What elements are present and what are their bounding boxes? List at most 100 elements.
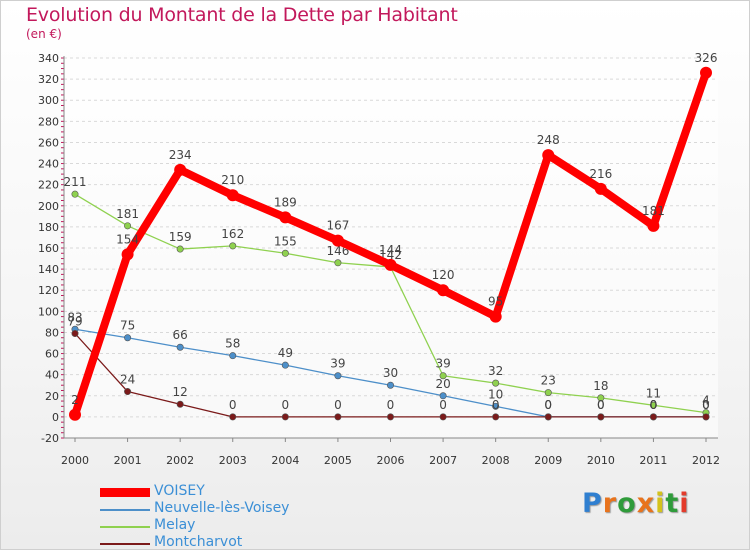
data-label: 66 (173, 328, 188, 342)
data-point (700, 66, 712, 79)
data-label: 75 (120, 319, 135, 333)
data-label: 0 (702, 398, 710, 412)
data-point (174, 163, 187, 176)
data-label: 155 (274, 234, 297, 248)
data-label: 0 (702, 398, 710, 412)
data-label: 83 (67, 310, 82, 324)
data-point (386, 413, 394, 421)
data-point (439, 413, 447, 421)
data-point (71, 190, 79, 198)
legend-label: Neuvelle-lès-Voisey (154, 500, 290, 516)
logo-letter: i (679, 488, 690, 519)
data-label: 30 (383, 366, 398, 380)
data-label: 32 (488, 364, 503, 378)
data-point (647, 219, 660, 232)
data-label: 0 (650, 398, 658, 412)
data-label: 120 (432, 268, 455, 282)
data-label: 181 (116, 207, 139, 221)
data-point (386, 381, 394, 389)
data-point (121, 248, 134, 261)
data-point (649, 401, 657, 409)
data-point (542, 149, 555, 162)
data-label: 189 (274, 195, 297, 209)
x-tick-label: 2001 (114, 454, 142, 467)
data-point (229, 413, 237, 421)
data-point (544, 413, 552, 421)
x-tick-label: 2012 (692, 454, 720, 467)
data-label: 0 (282, 398, 290, 412)
data-point (279, 211, 292, 224)
x-tick-label: 2006 (377, 454, 405, 467)
data-point (437, 284, 450, 297)
data-point (281, 413, 289, 421)
chart-title: Evolution du Montant de la Dette par Hab… (26, 4, 458, 26)
data-point (229, 242, 237, 250)
data-label: 24 (120, 373, 135, 387)
x-tick-label: 2002 (166, 454, 194, 467)
legend-label: Montcharvot (154, 534, 243, 550)
x-tick-label: 2011 (639, 454, 667, 467)
data-point (334, 372, 342, 380)
x-tick-label: 2010 (587, 454, 615, 467)
y-tick-label: 340 (38, 52, 59, 65)
x-tick-label: 2008 (482, 454, 510, 467)
y-tick-label: 80 (45, 326, 59, 339)
logo-letter: o (617, 488, 637, 519)
logo-letter: x (636, 488, 656, 519)
logo-letter: t (665, 488, 680, 519)
data-point (492, 402, 500, 410)
data-label: 0 (334, 398, 342, 412)
data-point (226, 189, 239, 202)
y-tick-label: 0 (52, 411, 59, 424)
data-label: 11 (646, 386, 661, 400)
y-tick-label: 160 (38, 242, 59, 255)
data-label: 0 (492, 398, 500, 412)
legend-swatch (100, 526, 150, 528)
data-point (124, 334, 132, 342)
y-tick-label: 40 (45, 369, 59, 382)
logo-letter: i (655, 488, 666, 519)
data-label: 248 (537, 133, 560, 147)
data-label: 162 (221, 227, 244, 241)
logo-letter: r (602, 488, 618, 519)
y-tick-label: -20 (41, 432, 59, 445)
legend-swatch (100, 488, 150, 497)
data-label: 0 (597, 398, 605, 412)
data-point (594, 182, 607, 195)
legend-swatch (100, 509, 150, 511)
data-point (439, 372, 447, 380)
y-tick-label: 60 (45, 348, 59, 361)
data-point (544, 389, 552, 397)
data-point (331, 234, 344, 247)
data-label: 20 (435, 377, 450, 391)
data-point (649, 413, 657, 421)
data-label: 211 (64, 175, 87, 189)
y-tick-label: 260 (38, 136, 59, 149)
x-tick-label: 2005 (324, 454, 352, 467)
x-tick-label: 2009 (534, 454, 562, 467)
x-tick-label: 2003 (219, 454, 247, 467)
data-label: 23 (541, 374, 556, 388)
data-label: 159 (169, 230, 192, 244)
y-tick-label: 280 (38, 115, 59, 128)
data-label: 0 (597, 398, 605, 412)
data-point (69, 408, 81, 421)
data-label: 0 (387, 398, 395, 412)
data-label: 58 (225, 337, 240, 351)
data-label: 234 (169, 148, 192, 162)
data-label: 167 (326, 219, 349, 233)
data-label: 10 (488, 387, 503, 401)
data-point (124, 222, 132, 230)
data-label: 154 (116, 232, 139, 246)
data-label: 216 (589, 167, 612, 181)
legend-label: Melay (154, 517, 196, 533)
data-label: 0 (544, 398, 552, 412)
y-tick-label: 320 (38, 73, 59, 86)
x-tick-label: 2007 (429, 454, 457, 467)
data-point (176, 343, 184, 351)
data-point (71, 329, 79, 337)
data-label: 181 (642, 204, 665, 218)
data-point (229, 352, 237, 360)
y-tick-label: 300 (38, 94, 59, 107)
